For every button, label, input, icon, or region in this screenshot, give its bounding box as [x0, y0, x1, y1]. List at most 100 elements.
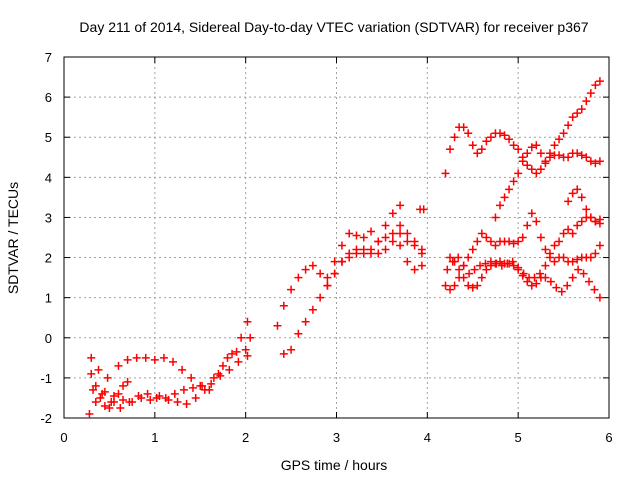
data-point: [496, 129, 504, 138]
data-point: [523, 149, 532, 158]
data-point: [591, 81, 600, 90]
data-point: [518, 271, 527, 280]
data-point: [367, 245, 376, 254]
data-point: [527, 165, 536, 174]
data-point: [468, 283, 477, 292]
data-point: [536, 273, 545, 282]
data-series: [273, 201, 405, 330]
axis-ticks: 0 1 2 3 4 5 6 -2 -1 0 1 2 3 4 5 6 7: [40, 50, 612, 445]
data-point: [381, 221, 390, 230]
data-point: [591, 159, 600, 168]
data-point: [509, 261, 518, 270]
data-series: [85, 317, 252, 418]
data-point: [459, 273, 468, 282]
data-point: [541, 157, 550, 166]
data-point: [323, 281, 332, 290]
data-point: [330, 269, 339, 278]
data-point: [481, 259, 490, 268]
data-point: [496, 257, 504, 266]
data-point: [509, 177, 518, 186]
data-point: [559, 129, 568, 138]
data-point: [294, 273, 303, 282]
data-point: [228, 349, 237, 358]
data-point: [527, 143, 536, 152]
data-point: [468, 141, 477, 150]
data-point: [308, 261, 317, 270]
data-point: [419, 205, 428, 214]
data-point: [477, 273, 486, 282]
data-point: [443, 265, 452, 274]
data-point: [161, 393, 170, 402]
data-point: [568, 273, 577, 282]
data-point: [482, 233, 491, 242]
y-axis-label: SDTVAR / TECUs: [5, 182, 21, 294]
data-point: [94, 365, 103, 374]
data-point: [352, 231, 361, 240]
data-point: [573, 185, 582, 194]
data-point: [374, 237, 383, 246]
y-tick-label: 7: [45, 50, 52, 65]
data-point: [301, 317, 310, 326]
data-series: [87, 369, 132, 412]
data-point: [577, 193, 586, 202]
y-tick-label: 5: [45, 130, 52, 145]
data-point: [577, 151, 586, 160]
y-tick-label: -2: [40, 411, 52, 426]
data-point: [545, 249, 554, 258]
data-point: [105, 403, 114, 412]
data-point: [564, 197, 573, 206]
data-point: [403, 257, 412, 266]
data-point: [585, 277, 594, 286]
data-point: [482, 265, 491, 274]
data-point: [541, 261, 550, 270]
data-point: [100, 401, 109, 410]
data-point: [323, 273, 332, 282]
x-tick-label: 3: [333, 430, 340, 445]
data-point: [178, 365, 187, 374]
data-point: [568, 257, 577, 266]
data-point: [198, 381, 207, 390]
data-point: [577, 217, 586, 226]
data-point: [388, 229, 397, 238]
data-series: [564, 185, 604, 226]
data-point: [505, 185, 514, 194]
data-point: [532, 141, 541, 150]
data-series: [279, 237, 426, 358]
data-point: [116, 403, 125, 412]
data-point: [123, 377, 132, 386]
data-point: [294, 329, 303, 338]
data-point: [532, 169, 541, 178]
data-point: [500, 131, 509, 140]
data-point: [550, 141, 559, 150]
data-series: [441, 209, 604, 294]
data-point: [473, 281, 482, 290]
data-point: [505, 237, 514, 246]
data-series: [87, 333, 255, 394]
x-tick-label: 1: [151, 430, 158, 445]
data-point: [546, 277, 555, 286]
data-point: [89, 385, 98, 394]
data-point: [330, 257, 339, 266]
data-point: [345, 249, 354, 258]
data-point: [337, 241, 346, 250]
data-point: [225, 365, 234, 374]
data-point: [586, 157, 595, 166]
data-point: [500, 193, 509, 202]
data-point: [417, 249, 426, 258]
data-point: [568, 113, 577, 122]
data-series: [491, 77, 604, 222]
y-tick-label: 4: [45, 170, 52, 185]
data-point: [582, 97, 591, 106]
data-point: [279, 349, 288, 358]
data-point: [179, 385, 188, 394]
data-point: [582, 153, 591, 162]
data-point: [87, 353, 96, 362]
data-point: [223, 353, 232, 362]
data-point: [125, 397, 134, 406]
data-point: [491, 213, 500, 222]
data-point: [241, 345, 250, 354]
data-point: [568, 229, 577, 238]
data-point: [557, 287, 566, 296]
data-point: [450, 281, 459, 290]
